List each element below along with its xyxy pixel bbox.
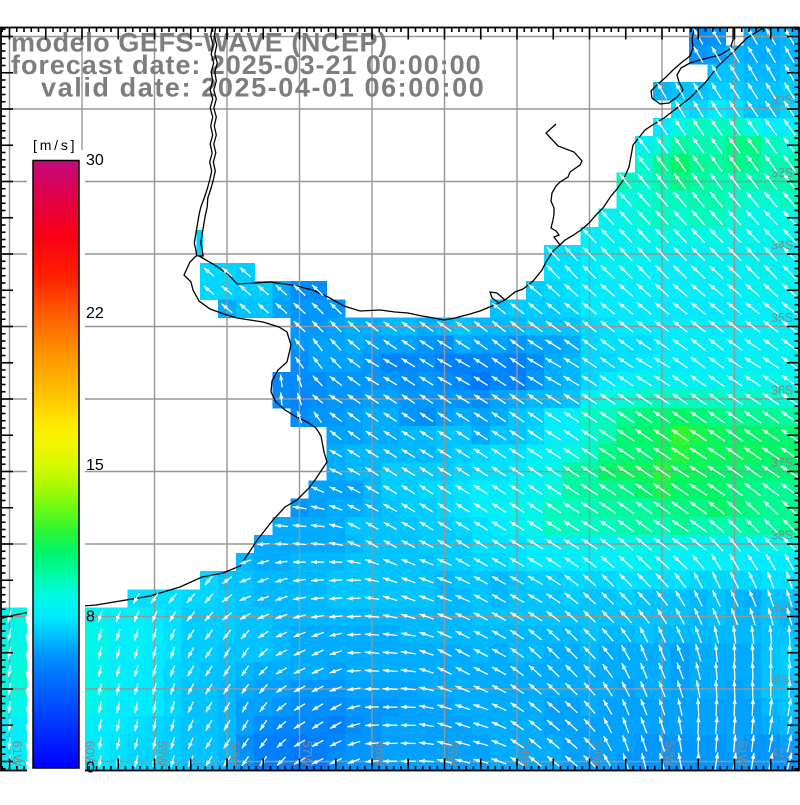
svg-text:60W: 60W	[83, 741, 97, 767]
svg-text:53W: 53W	[590, 741, 604, 767]
svg-text:8: 8	[86, 609, 95, 626]
svg-text:valid date: 2025-04-01 06:00:0: valid date: 2025-04-01 06:00:00	[41, 73, 485, 103]
svg-text:22: 22	[86, 305, 104, 322]
svg-text:40S: 40S	[771, 674, 793, 688]
svg-text:35S: 35S	[771, 311, 793, 325]
svg-text:0: 0	[86, 760, 95, 777]
svg-text:52W: 52W	[663, 741, 677, 767]
svg-text:55W: 55W	[445, 741, 459, 767]
svg-text:30: 30	[86, 152, 104, 169]
svg-text:58W: 58W	[228, 741, 242, 767]
svg-text:59W: 59W	[155, 741, 169, 767]
svg-text:57W: 57W	[300, 741, 314, 767]
svg-text:54W: 54W	[518, 741, 532, 767]
svg-text:forecast date: 2025-03-21 00:0: forecast date: 2025-03-21 00:00:00	[11, 50, 482, 80]
svg-text:38S: 38S	[771, 529, 793, 543]
svg-text:36S: 36S	[771, 384, 793, 398]
svg-text:61W: 61W	[10, 741, 24, 767]
svg-text:56W: 56W	[373, 741, 387, 767]
svg-text:modelo GEFS-WAVE (NCEP): modelo GEFS-WAVE (NCEP)	[11, 28, 388, 58]
svg-text:15: 15	[86, 457, 104, 474]
svg-text:51W: 51W	[735, 741, 749, 767]
svg-text:37S: 37S	[771, 456, 793, 470]
svg-text:[m/s]: [m/s]	[33, 137, 77, 153]
